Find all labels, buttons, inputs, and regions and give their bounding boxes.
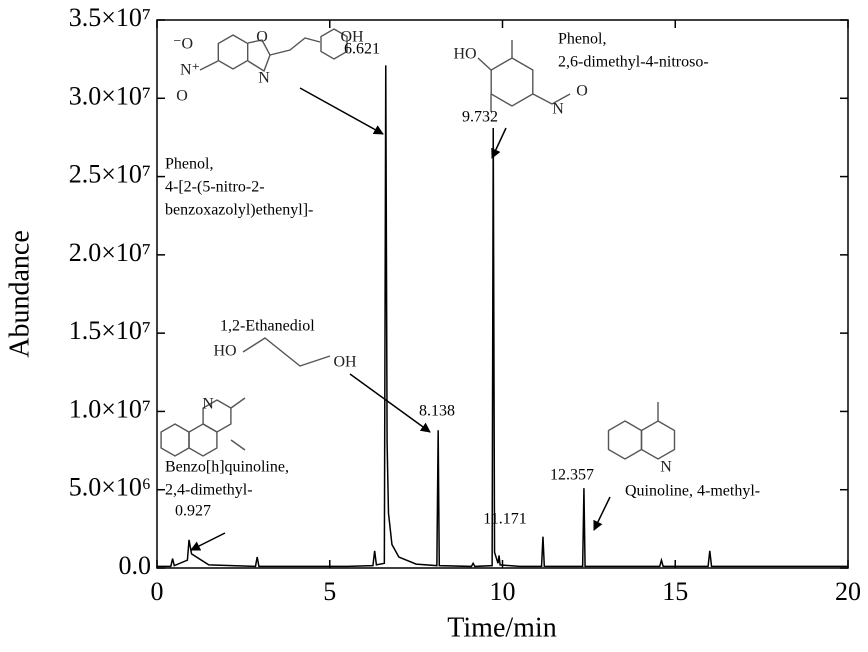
y-tick-label: 5.0×10⁶: [69, 473, 151, 502]
structure: [242, 337, 331, 367]
y-axis-title: Abundance: [4, 230, 35, 358]
structure: [217, 34, 249, 70]
arrow: [593, 496, 611, 531]
compound-name: 2,6-dimethyl-4-nitroso-: [558, 54, 709, 71]
x-tick-label: 20: [835, 577, 861, 606]
structure: [230, 397, 246, 409]
compound-name: 2,4-dimethyl-: [165, 482, 253, 499]
atom-label: N: [552, 101, 564, 118]
structure: [199, 60, 219, 71]
compound-name: 1,2-Ethanediol: [220, 318, 315, 335]
peak-time-label: 11.171: [483, 511, 526, 528]
structure: [607, 420, 643, 460]
compound-name: Benzo[h]quinoline,: [165, 459, 289, 476]
y-tick-label: 3.5×10⁷: [69, 3, 151, 32]
atom-label: O: [176, 88, 188, 105]
y-tick-label: 2.5×10⁷: [69, 160, 151, 189]
atom-label: N: [258, 70, 270, 87]
atom-label: N⁺: [180, 62, 200, 79]
compound-name: Phenol,: [558, 31, 606, 48]
atom-label: ⁻O: [173, 36, 193, 53]
y-tick-label: 2.0×10⁷: [69, 238, 151, 267]
compound-name: Phenol,: [165, 156, 213, 173]
x-tick-label: 0: [151, 577, 164, 606]
atom-label: O: [576, 83, 588, 100]
structure: [160, 423, 190, 457]
x-axis-title: Time/min: [447, 612, 556, 643]
peak-time-label: 0.927: [175, 503, 211, 520]
structure: [532, 93, 571, 105]
y-tick-label: 0.0: [119, 551, 152, 580]
chromatogram-line: [157, 65, 848, 568]
structure: [320, 28, 348, 60]
arrow: [349, 373, 431, 433]
arrow: [491, 127, 507, 159]
peak-time-label: 8.138: [419, 403, 455, 420]
structure: [640, 420, 676, 460]
atom-label: HO: [453, 46, 476, 63]
peak-time-label: 9.732: [462, 109, 498, 126]
compound-name: benzoxazolyl)ethenyl]-: [165, 202, 313, 219]
atom-label: N: [202, 396, 214, 413]
atom-label: OH: [333, 354, 357, 371]
compound-name: Quinoline, 4-methyl-: [625, 483, 760, 500]
peak-time-label: 6.621: [344, 41, 380, 58]
structure: [202, 399, 232, 433]
y-tick-label: 3.0×10⁷: [69, 81, 151, 110]
x-tick-label: 10: [490, 577, 516, 606]
y-tick-label: 1.0×10⁷: [69, 394, 151, 423]
atom-label: OH: [340, 29, 364, 46]
y-tick-label: 1.5×10⁷: [69, 316, 151, 345]
structure: [490, 57, 534, 107]
peak-time-label: 12.357: [550, 467, 594, 484]
atom-label: HO: [213, 343, 236, 360]
compound-name: 4-[2-(5-nitro-2-: [165, 179, 265, 196]
arrow: [299, 87, 384, 135]
structure: [230, 439, 246, 451]
structure: [269, 37, 321, 56]
x-tick-label: 5: [323, 577, 336, 606]
arrow: [190, 532, 226, 551]
atom-label: N: [660, 459, 672, 476]
x-tick-label: 15: [662, 577, 688, 606]
atom-label: O: [256, 29, 268, 46]
structure: [477, 57, 492, 71]
